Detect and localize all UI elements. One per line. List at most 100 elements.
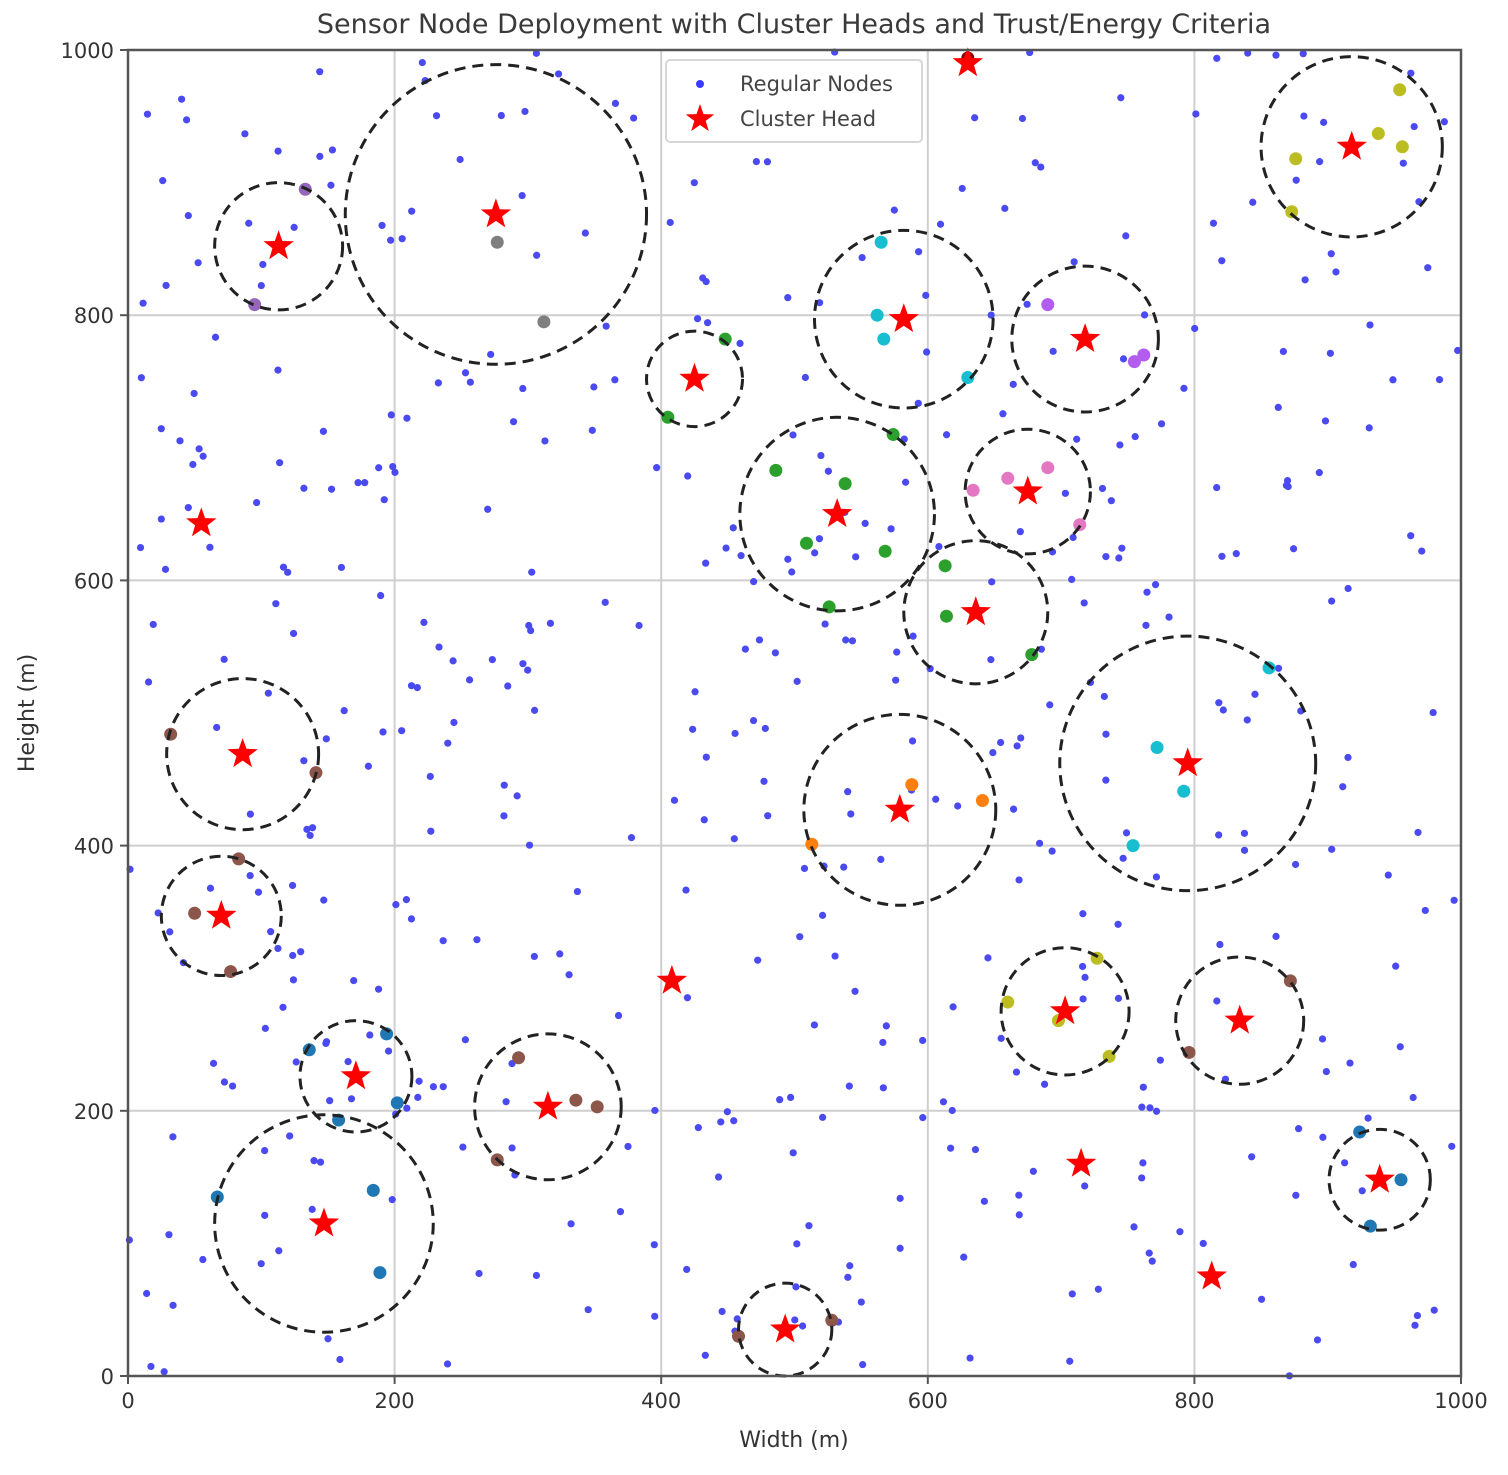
regular-node xyxy=(1017,734,1025,742)
regular-node xyxy=(947,1144,955,1152)
regular-node xyxy=(651,1106,659,1115)
regular-node xyxy=(306,831,314,840)
regular-node xyxy=(1249,198,1257,206)
regular-node xyxy=(487,350,495,359)
regular-node xyxy=(949,1003,957,1011)
regular-node xyxy=(1341,1159,1349,1167)
regular-node xyxy=(1140,311,1149,319)
cluster-range-ring xyxy=(999,946,1131,1077)
regular-node xyxy=(327,181,335,189)
regular-node xyxy=(1116,441,1124,449)
regular-node xyxy=(960,1253,968,1261)
regular-node xyxy=(635,621,643,630)
regular-node xyxy=(245,219,253,227)
regular-node xyxy=(1244,49,1252,57)
regular-node xyxy=(1156,1056,1164,1064)
regular-node xyxy=(818,911,827,919)
regular-node xyxy=(274,147,282,155)
legend: Regular Nodes Cluster Head xyxy=(665,59,923,143)
regular-node xyxy=(848,637,857,645)
regular-node xyxy=(1009,380,1017,388)
regular-node xyxy=(1046,701,1054,709)
regular-node xyxy=(851,987,859,995)
regular-node xyxy=(1418,547,1426,555)
regular-node xyxy=(1313,1336,1322,1344)
regular-node xyxy=(1292,176,1300,184)
cluster-member-node xyxy=(1363,1219,1377,1233)
regular-node xyxy=(1100,692,1108,701)
regular-node xyxy=(1216,940,1224,949)
regular-node xyxy=(1001,204,1009,212)
regular-node xyxy=(939,1098,948,1106)
regular-node xyxy=(750,578,758,586)
regular-node xyxy=(398,235,406,243)
regular-node xyxy=(901,478,910,486)
regular-node xyxy=(760,777,768,785)
regular-node xyxy=(1114,920,1122,928)
regular-node xyxy=(650,1241,658,1249)
regular-node xyxy=(1300,112,1308,120)
cluster-member-node xyxy=(877,332,891,346)
regular-node xyxy=(143,1289,151,1298)
regular-node xyxy=(792,1283,800,1291)
regular-node xyxy=(420,618,428,627)
regular-node xyxy=(922,291,930,299)
regular-node xyxy=(616,1208,625,1216)
regular-node xyxy=(1219,706,1227,714)
cluster-range-ring xyxy=(473,1032,623,1182)
regular-node xyxy=(614,1011,623,1020)
legend-regular-marker xyxy=(696,80,704,88)
x-tick-label: 0 xyxy=(121,1389,134,1413)
cluster-member-node xyxy=(390,1096,404,1110)
regular-node xyxy=(1251,690,1259,698)
regular-node xyxy=(971,1145,980,1154)
regular-node xyxy=(942,431,951,439)
regular-node xyxy=(228,1082,237,1090)
cluster-member-node xyxy=(248,298,262,312)
regular-node xyxy=(701,1351,709,1359)
regular-node xyxy=(683,1265,691,1274)
regular-node xyxy=(1073,435,1081,443)
regular-node xyxy=(1013,742,1021,750)
regular-node xyxy=(815,535,824,543)
regular-node xyxy=(683,994,692,1002)
regular-node xyxy=(392,901,400,909)
regular-node xyxy=(1049,347,1057,355)
regular-node xyxy=(533,251,541,259)
cluster-head-star xyxy=(1049,995,1081,1025)
regular-node xyxy=(347,1095,356,1103)
regular-node xyxy=(1411,1321,1419,1329)
cluster-head-star xyxy=(884,793,915,823)
regular-node xyxy=(567,1220,575,1228)
regular-node xyxy=(1454,346,1462,355)
regular-node xyxy=(1240,846,1249,854)
regular-node xyxy=(184,211,192,220)
regular-node xyxy=(319,427,328,435)
regular-node xyxy=(879,1038,887,1047)
regular-node xyxy=(525,621,533,630)
regular-node xyxy=(1081,973,1089,981)
regular-node xyxy=(286,1132,294,1140)
regular-node xyxy=(1322,1067,1330,1076)
regular-node xyxy=(1079,995,1087,1003)
regular-node xyxy=(182,116,191,124)
regular-node xyxy=(1248,1153,1256,1161)
regular-node xyxy=(166,928,174,936)
regular-node xyxy=(1282,481,1291,490)
regular-node xyxy=(723,1108,731,1116)
regular-node xyxy=(1346,1059,1354,1067)
regular-node xyxy=(439,937,447,945)
cluster-member-node xyxy=(1394,1173,1408,1187)
cluster-head-star xyxy=(227,738,258,768)
regular-node xyxy=(784,294,792,302)
regular-node xyxy=(987,656,995,664)
regular-node xyxy=(1213,997,1221,1005)
cluster-member-node xyxy=(232,852,246,866)
regular-node xyxy=(1131,432,1139,441)
cluster-member-node xyxy=(537,315,551,329)
regular-node xyxy=(784,555,792,563)
regular-node xyxy=(627,834,636,842)
regular-node xyxy=(1094,1285,1102,1293)
regular-node xyxy=(1344,753,1352,762)
regular-node xyxy=(1410,122,1418,131)
